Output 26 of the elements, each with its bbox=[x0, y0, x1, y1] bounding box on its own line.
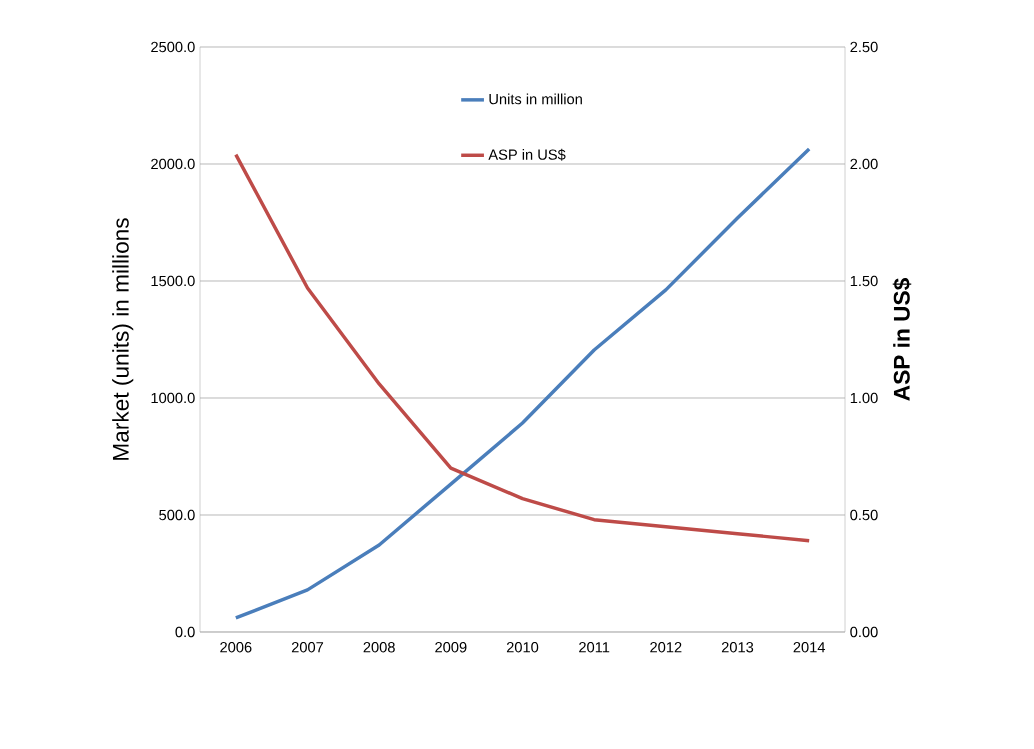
x-tick-label: 2008 bbox=[363, 642, 395, 653]
y-tick-label: 500.0 bbox=[159, 509, 195, 521]
y-tick-label: 1000.0 bbox=[151, 392, 195, 404]
y2-tick-label: 2.00 bbox=[850, 158, 878, 170]
y2-axis-title: ASP in US$ bbox=[892, 278, 912, 401]
y-tick-label: 1500.0 bbox=[151, 275, 195, 287]
y2-tick-label: 0.50 bbox=[850, 509, 878, 521]
legend-label: Units in million bbox=[489, 93, 582, 105]
y-tick-label: 2500.0 bbox=[151, 41, 195, 53]
line-series bbox=[234, 147, 811, 620]
y-tick-label: 0.0 bbox=[175, 626, 195, 638]
x-tick-label: 2009 bbox=[435, 642, 467, 653]
x-tick-label: 2012 bbox=[650, 642, 682, 653]
x-tick-label: 2011 bbox=[579, 642, 610, 653]
legend-label: ASP in US$ bbox=[488, 148, 566, 161]
x-tick-label: 2014 bbox=[793, 642, 826, 653]
x-tick-label: 2006 bbox=[220, 642, 252, 653]
y2-tick-label: 1.00 bbox=[850, 392, 878, 404]
y2-tick-label: 2.50 bbox=[850, 41, 878, 53]
x-tick-label: 2007 bbox=[291, 642, 324, 653]
x-tick-label: 2010 bbox=[506, 642, 539, 653]
y2-tick-label: 1.50 bbox=[850, 275, 878, 287]
y-tick-label: 2000.0 bbox=[151, 158, 195, 170]
y2-tick-label: 0.00 bbox=[850, 626, 878, 638]
y-axis-title: Market (units) in millions bbox=[112, 218, 134, 460]
x-tick-label: 2013 bbox=[721, 642, 754, 653]
